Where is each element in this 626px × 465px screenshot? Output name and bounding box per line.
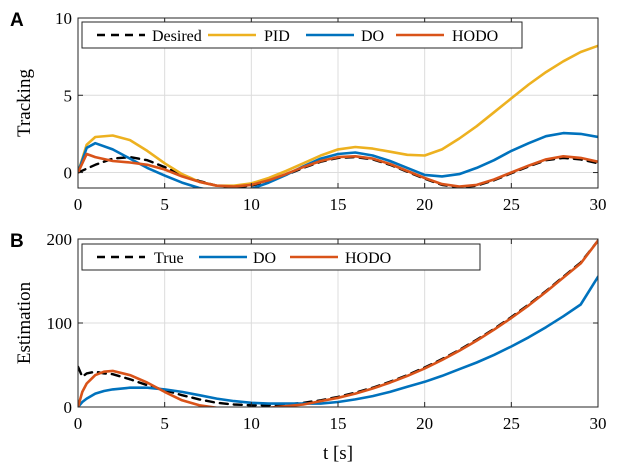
legend: Desired PID DO HODO [81, 21, 523, 49]
x-tick-label: 25 [503, 195, 520, 214]
x-tick-label: 10 [243, 414, 260, 433]
series-line-pid [78, 44, 598, 187]
y-axis-label: Estimation [14, 281, 35, 364]
x-tick-label: 25 [503, 414, 520, 433]
x-tick-label: 0 [74, 195, 83, 214]
series-line-do [78, 131, 598, 188]
y-tick-label: 0 [64, 164, 73, 183]
panel-label: A [10, 10, 24, 31]
x-axis-label: t [s] [323, 443, 353, 464]
legend-label-true: True [154, 250, 184, 267]
y-axis-label: Tracking [14, 69, 35, 137]
series-line-hodo [78, 152, 598, 188]
y-tick-label: 0 [64, 398, 73, 417]
panel-label: B [10, 231, 24, 252]
legend-box [81, 21, 523, 49]
legend-label-hodo: HODO [345, 250, 391, 267]
legend-label-do: DO [253, 250, 276, 267]
y-tick-label: 200 [47, 230, 73, 249]
y-tick-label: 5 [64, 86, 73, 105]
x-tick-label: 5 [160, 414, 169, 433]
series-group [78, 44, 598, 188]
y-tick-label: 100 [47, 314, 73, 333]
legend-label-pid: PID [264, 28, 290, 45]
x-tick-label: 15 [330, 414, 347, 433]
x-tick-label: 20 [416, 195, 433, 214]
series-line-hodo [78, 239, 598, 407]
legend: True DO HODO [81, 243, 481, 271]
x-tick-label: 30 [590, 195, 607, 214]
x-tick-label: 0 [74, 414, 83, 433]
legend-label-hodo: HODO [452, 28, 498, 45]
legend-label-do: DO [361, 28, 384, 45]
x-tick-label: 20 [416, 414, 433, 433]
x-tick-label: 15 [330, 195, 347, 214]
x-tick-label: 5 [160, 195, 169, 214]
series-group [78, 239, 598, 407]
x-tick-label: 10 [243, 195, 260, 214]
y-tick-label: 10 [55, 9, 72, 28]
panel-a-chart: 0 5 10 15 20 25 30 0 5 10 Tracking A Desired PID DO HOD… [10, 9, 607, 214]
legend-label-desired: Desired [152, 28, 202, 45]
panel-b-chart: 0 5 10 15 20 25 30 0 100 200 Estimation t [s] B True D… [10, 230, 607, 464]
legend-box [81, 243, 481, 271]
x-tick-label: 30 [590, 414, 607, 433]
